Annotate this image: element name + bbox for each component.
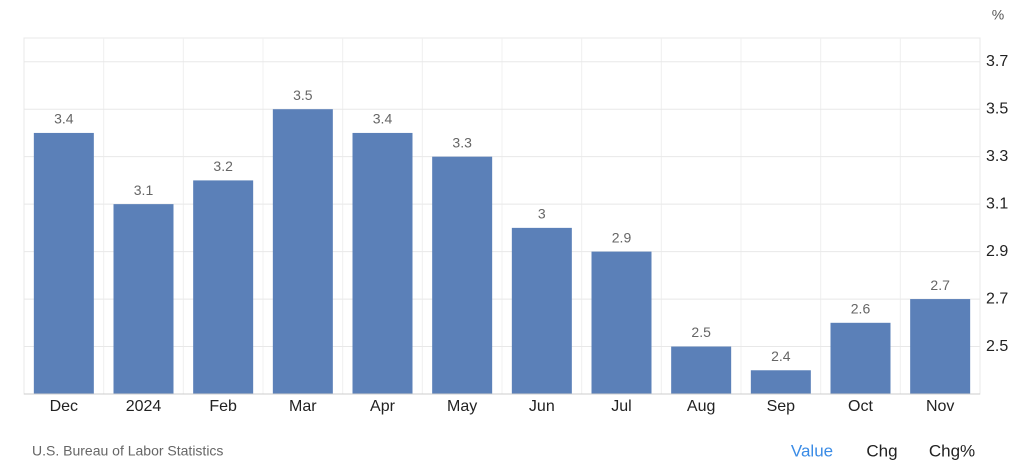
value-label: 2.9 [612, 229, 632, 245]
bar [511, 227, 572, 394]
bar [830, 322, 891, 394]
x-tick-label: May [447, 398, 477, 415]
bar [432, 156, 493, 394]
y-tick-label: 3.7 [986, 53, 1008, 70]
x-tick-label: Oct [848, 398, 873, 415]
y-tick-label: 3.1 [986, 195, 1008, 212]
bar [113, 204, 174, 394]
y-tick-label: 3.5 [986, 100, 1008, 117]
value-label: 3 [538, 206, 546, 222]
x-tick-label: Jun [529, 398, 555, 415]
bar [272, 109, 333, 394]
y-tick-label: 2.7 [986, 290, 1008, 307]
y-tick-label: 3.3 [986, 148, 1008, 165]
tab-chg[interactable]: Chg [866, 441, 897, 460]
x-tick-label: Dec [50, 398, 78, 415]
bar [193, 180, 254, 394]
value-label: 2.6 [851, 301, 871, 317]
x-tick-label: Nov [926, 398, 954, 415]
value-label: 3.2 [213, 158, 233, 174]
y-tick-label: 2.9 [986, 243, 1008, 260]
x-tick-label: Feb [209, 398, 237, 415]
value-label: 3.4 [373, 111, 393, 127]
value-label: 3.5 [293, 87, 313, 103]
value-label: 2.4 [771, 348, 791, 364]
bar [910, 299, 971, 394]
x-tick-label: 2024 [126, 398, 162, 415]
x-tick-label: Apr [370, 398, 396, 415]
tab-chg-pct[interactable]: Chg% [929, 441, 975, 460]
unit-label: % [992, 7, 1004, 23]
value-label: 3.3 [452, 134, 472, 150]
value-label: 2.7 [930, 277, 950, 293]
source: U.S. Bureau of Labor Statistics [32, 443, 223, 459]
x-tick-label: Mar [289, 398, 317, 415]
bar [33, 132, 94, 394]
value-label: 3.1 [134, 182, 154, 198]
x-tick-label: Sep [767, 398, 796, 415]
x-tick-label: Aug [687, 398, 715, 415]
value-label: 2.5 [691, 324, 711, 340]
x-tick-label: Jul [611, 398, 631, 415]
bar [671, 346, 732, 394]
bar [591, 251, 652, 394]
bar [352, 132, 413, 394]
value-label: 3.4 [54, 111, 74, 127]
tab-value[interactable]: Value [791, 441, 833, 460]
y-tick-label: 2.5 [986, 338, 1008, 355]
bar [750, 370, 811, 394]
